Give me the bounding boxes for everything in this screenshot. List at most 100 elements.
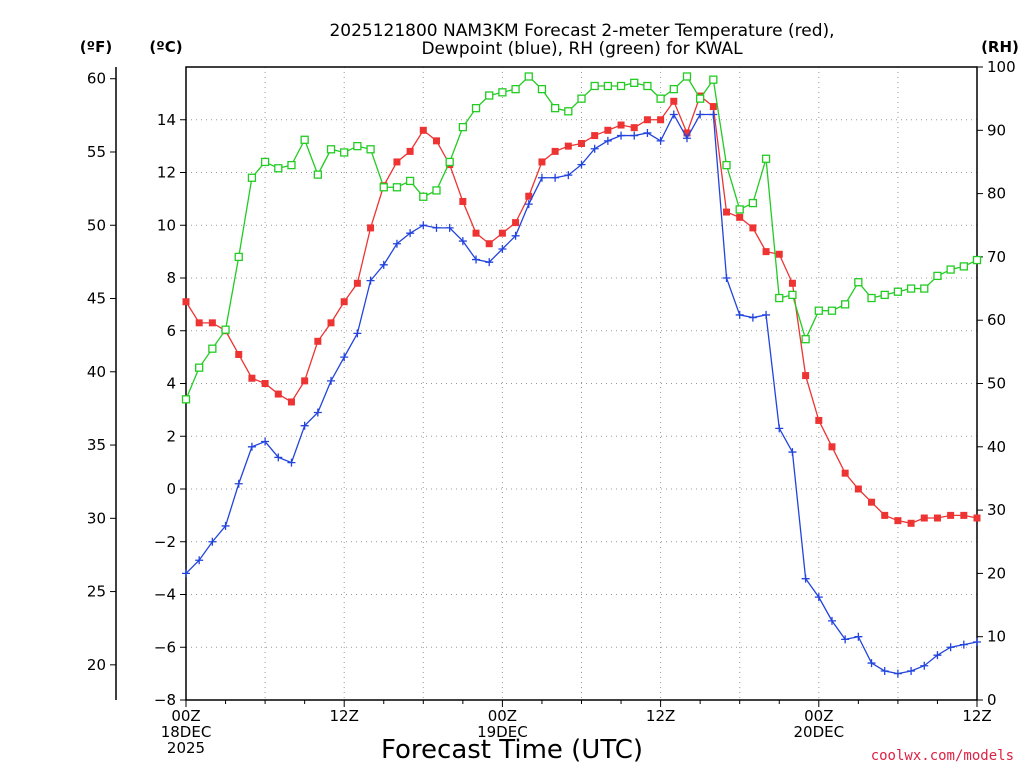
dewpoint-point <box>709 110 718 119</box>
temperature-point <box>406 147 414 155</box>
fahrenheit-unit-label: (ºF) <box>80 38 112 56</box>
celsius-tick-label: 2 <box>166 427 176 445</box>
dewpoint-point <box>788 448 797 457</box>
rh-point <box>247 173 257 182</box>
rh-point <box>353 141 362 151</box>
dewpoint-point <box>313 408 322 417</box>
rh-point <box>208 344 217 353</box>
temperature-point <box>301 377 309 385</box>
rh-point <box>841 300 850 309</box>
dewpoint-point <box>959 640 968 649</box>
temperature-point <box>828 443 836 451</box>
dewpoint-point <box>366 276 375 285</box>
dewpoint-point <box>379 260 388 269</box>
temperature-point <box>933 514 941 522</box>
dewpoint-point <box>208 537 217 546</box>
dewpoint-point <box>920 661 929 670</box>
fahrenheit-tick-label: 30 <box>87 509 106 527</box>
rh-point <box>775 293 784 303</box>
dewpoint-point <box>221 521 230 530</box>
dewpoint-point <box>814 593 823 602</box>
dewpoint-point <box>722 274 731 282</box>
temperature-point <box>736 213 744 221</box>
rh-point <box>550 103 560 113</box>
dewpoint-point <box>617 131 626 140</box>
rh-point <box>485 91 494 100</box>
temperature-point <box>709 103 717 111</box>
temperature-point <box>749 224 757 232</box>
temperature-point <box>657 116 665 124</box>
rh-point <box>827 306 837 315</box>
temperature-point <box>432 137 440 145</box>
source-credit: coolwx.com/models <box>871 748 1014 764</box>
temperature-point <box>327 319 335 327</box>
temperature-point <box>261 380 269 387</box>
rh-tick-label: 30 <box>987 501 1006 519</box>
temperature-point <box>868 498 876 506</box>
temperature-point <box>353 279 361 287</box>
temperature-point <box>802 372 810 380</box>
temperature-point <box>459 198 467 206</box>
temperature-point <box>815 416 823 424</box>
rh-point <box>405 176 415 186</box>
rh-point <box>603 81 613 91</box>
rh-point <box>722 160 731 170</box>
fahrenheit-tick-label: 60 <box>87 70 106 88</box>
dewpoint-point <box>577 160 586 169</box>
temperature-point <box>578 139 585 147</box>
dewpoint-point <box>643 128 652 137</box>
rh-point <box>537 85 547 94</box>
dewpoint-point <box>182 569 190 578</box>
dewpoint-point <box>458 237 467 246</box>
celsius-tick-label: 10 <box>157 216 176 234</box>
dewpoint-point <box>669 110 678 119</box>
temperature-point <box>973 514 981 522</box>
dewpoint-point <box>274 453 283 462</box>
temperature-point <box>604 126 612 134</box>
x-tick-label: 20DEC <box>794 723 845 741</box>
rh-point <box>933 271 942 281</box>
rh-tick-label: 60 <box>987 311 1006 329</box>
celsius-unit-label: (ºC) <box>149 38 182 56</box>
celsius-tick-label: −6 <box>154 638 176 656</box>
fahrenheit-tick-label: 40 <box>87 363 106 381</box>
rh-point <box>181 395 191 404</box>
fahrenheit-tick-label: 25 <box>87 583 106 601</box>
chart-title-line-2: Dewpoint (blue), RH (green) for KWAL <box>421 39 743 59</box>
rh-point <box>392 183 402 192</box>
rh-point <box>616 81 626 91</box>
rh-point <box>920 284 929 293</box>
dewpoint-point <box>406 229 415 238</box>
dewpoint-point <box>432 223 441 232</box>
dewpoint-point <box>340 353 349 362</box>
temperature-point <box>683 129 691 137</box>
rh-point <box>326 145 336 154</box>
temperature-point <box>472 229 480 237</box>
dewpoint-point <box>762 310 771 319</box>
dewpoint-point <box>524 200 533 209</box>
dewpoint-point <box>195 556 204 565</box>
temperature-point <box>419 126 427 134</box>
gridlines <box>186 67 977 700</box>
rh-tick-label: 50 <box>987 375 1006 393</box>
rh-point <box>234 252 243 262</box>
dewpoint-point <box>472 255 481 264</box>
dewpoint-point <box>682 134 691 143</box>
rh-tick-label: 80 <box>987 185 1006 203</box>
rh-point <box>906 284 916 293</box>
rh-point <box>893 287 903 296</box>
temperature-point <box>287 398 295 406</box>
rh-point <box>366 145 375 154</box>
rh-point <box>590 81 599 91</box>
temperature-point <box>393 158 401 166</box>
x-tick-label: 12Z <box>330 707 359 725</box>
dewpoint-point <box>564 171 573 180</box>
dewpoint-point <box>748 313 757 322</box>
dewpoint-point <box>261 437 270 446</box>
temperature-point <box>920 514 928 522</box>
rh-point <box>709 75 718 84</box>
dewpoint-point <box>775 424 784 433</box>
rh-tick-label: 20 <box>987 564 1006 582</box>
rh-point <box>379 183 388 192</box>
